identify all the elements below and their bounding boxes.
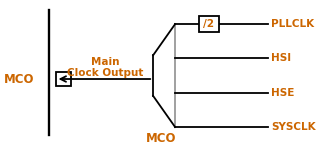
Text: PLLCLK: PLLCLK — [271, 19, 314, 29]
Text: Main: Main — [91, 57, 120, 67]
Text: HSI: HSI — [271, 53, 291, 63]
Text: SYSCLK: SYSCLK — [271, 122, 316, 132]
Bar — [56, 71, 71, 86]
Bar — [199, 16, 219, 32]
Text: /2: /2 — [203, 19, 214, 29]
Text: MCO: MCO — [146, 132, 176, 145]
Text: MCO: MCO — [4, 73, 34, 86]
Text: Clock Output: Clock Output — [68, 68, 144, 78]
Text: HSE: HSE — [271, 88, 294, 98]
